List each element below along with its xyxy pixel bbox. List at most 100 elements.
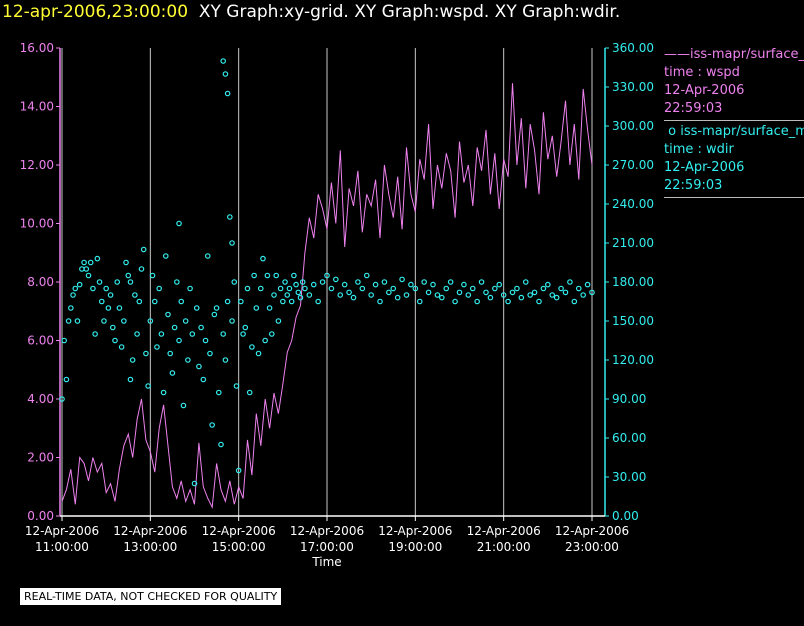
wdir-point	[249, 344, 255, 350]
y-right-tick-label: 30.00	[612, 470, 646, 484]
wdir-point	[162, 253, 169, 259]
wdir-point	[580, 292, 586, 298]
wdir-point	[171, 324, 178, 331]
y-left-tick-label: 14.00	[20, 100, 54, 114]
wdir-point	[61, 337, 68, 344]
wdir-point	[328, 285, 335, 292]
wdir-point	[288, 298, 295, 305]
wdir-point	[483, 289, 489, 296]
wdir-point	[456, 289, 463, 296]
wdir-point	[118, 344, 125, 350]
wdir-point	[65, 318, 72, 324]
tick-labels: 12-Apr-2006 11:00:00 12-Apr-2006 13:00:00 12…	[20, 41, 654, 569]
wdir-point	[231, 279, 238, 285]
wdir-point	[74, 318, 81, 324]
wdir-point	[176, 337, 182, 344]
wdir-point	[90, 285, 96, 292]
wdir-point	[496, 281, 503, 288]
x-tick-time: 15:00:00	[212, 540, 266, 554]
y-right-tick-label: 150.00	[612, 314, 654, 328]
wdir-point	[140, 246, 147, 253]
wdir-point	[536, 298, 542, 305]
wdir-point	[518, 294, 525, 301]
wdir-point	[109, 324, 116, 331]
x-tick-date: 12-Apr-2006	[467, 524, 541, 538]
wdir-point	[416, 298, 423, 305]
wdir-point	[425, 289, 432, 296]
wdir-point	[238, 298, 244, 305]
wdir-point	[116, 305, 123, 311]
wdir-point	[196, 363, 202, 370]
wdir-point	[222, 357, 229, 363]
wdir-point	[403, 292, 410, 298]
wdir-point	[213, 305, 220, 311]
axes	[56, 47, 609, 521]
wdir-point	[549, 292, 556, 298]
chart-header: 12-apr-2006,23:00:00 XY Graph:xy-grid. X…	[2, 2, 620, 22]
wdir-point	[121, 318, 127, 324]
wdir-point	[222, 71, 229, 77]
x-axis-label: Time	[311, 555, 341, 569]
wdir-point	[350, 294, 357, 301]
grid-lines	[61, 48, 593, 516]
wdir-point	[132, 292, 138, 298]
wdir-point	[112, 337, 118, 344]
wdir-point	[315, 298, 321, 305]
wdir-point	[107, 292, 114, 298]
x-tick-time: 11:00:00	[35, 540, 89, 554]
wdir-point	[299, 279, 306, 285]
wdir-point	[63, 376, 70, 383]
x-tick-date: 12-Apr-2006	[202, 524, 276, 538]
wdir-point	[220, 331, 227, 337]
wdir-point	[85, 272, 92, 279]
wdir-point	[138, 266, 145, 272]
y-left-tick-label: 6.00	[27, 334, 54, 348]
wdir-point	[295, 289, 302, 296]
legend-wspd-time: 22:59:03	[664, 101, 723, 116]
legend-divider	[664, 120, 804, 121]
wdir-point	[101, 318, 107, 324]
wdir-point	[125, 272, 132, 279]
wdir-point	[127, 376, 134, 383]
wdir-point	[567, 279, 573, 285]
wdir-point	[174, 279, 180, 285]
wdir-point	[531, 289, 538, 296]
y-left-tick-label: 4.00	[27, 392, 54, 406]
wdir-point	[372, 281, 379, 288]
wdir-point	[103, 285, 109, 292]
wdir-point	[260, 255, 266, 262]
wdir-point	[363, 272, 370, 279]
wdir-point	[291, 272, 297, 279]
x-tick-time: 23:00:00	[565, 540, 619, 554]
wdir-point	[359, 285, 366, 292]
wdir-point	[266, 305, 273, 311]
wdir-point	[235, 467, 242, 474]
y-right-tick-label: 240.00	[612, 197, 654, 211]
wdir-point	[589, 289, 595, 296]
wdir-point	[114, 279, 121, 285]
wdir-point	[264, 272, 271, 279]
wdir-point	[59, 396, 65, 402]
wdir-point	[381, 279, 388, 285]
wdir-point	[253, 305, 260, 311]
wdir-point	[478, 279, 485, 285]
wdir-point	[465, 292, 472, 298]
wdir-point	[514, 285, 520, 292]
y-left-tick-label: 16.00	[20, 41, 54, 55]
wdir-point	[185, 357, 191, 363]
wdir-point	[220, 58, 227, 64]
wdir-point	[390, 285, 397, 292]
legend-wspd-series: ——iss-mapr/surface_m	[664, 46, 804, 64]
wdir-point	[487, 294, 494, 301]
x-tick-date: 12-Apr-2006	[555, 524, 629, 538]
wdir-point	[297, 294, 304, 301]
wdir-point	[167, 350, 174, 357]
wdir-point	[229, 318, 235, 324]
wdir-point	[527, 292, 533, 298]
wdir-point	[306, 292, 313, 298]
wdir-point	[553, 294, 560, 301]
wdir-point	[70, 292, 76, 298]
wdir-point	[246, 389, 253, 396]
wdir-point	[227, 214, 233, 220]
